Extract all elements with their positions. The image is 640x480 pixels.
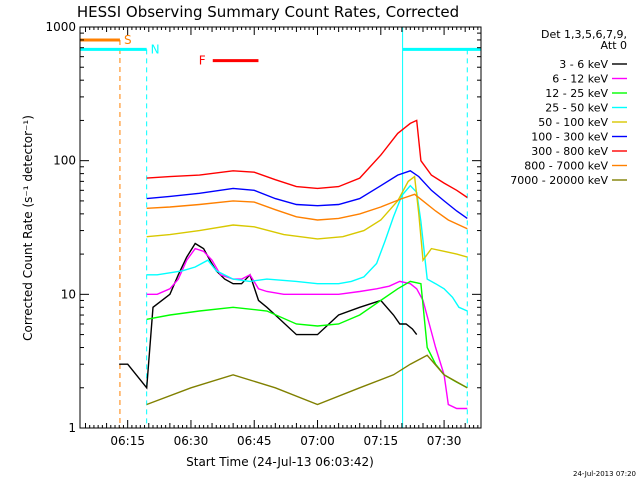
plot-clip-group: S N F — [80, 27, 481, 428]
legend-label: 100 - 300 keV — [531, 131, 608, 144]
y-tick-label: 100 — [53, 154, 76, 168]
chart-title: HESSI Observing Summary Count Rates, Cor… — [77, 3, 459, 21]
legend-label: 3 - 6 keV — [559, 58, 608, 71]
series-line — [146, 184, 468, 312]
y-tick-label: 1000 — [45, 20, 76, 34]
y-tick-label: 10 — [61, 287, 76, 301]
series-line — [146, 175, 468, 263]
annotation-label: S — [124, 33, 132, 47]
series-line — [146, 119, 468, 199]
legend: Det 1,3,5,6,7,9,Att 0 3 - 6 keV 6 - 12 keV… — [510, 28, 627, 187]
x-tick-label: 07:30 — [427, 434, 462, 448]
annotation-label: F — [199, 54, 206, 68]
x-axis-ticks: 06:15 06:30 06:45 07:00 07:15 07:30 — [84, 27, 479, 448]
legend-label: 12 - 25 keV — [545, 87, 608, 100]
legend-label: 6 - 12 keV — [552, 73, 608, 86]
annotations-layer: S N F — [80, 33, 481, 68]
legend-label: 25 - 50 keV — [545, 102, 608, 115]
plot-frame — [79, 26, 482, 429]
legend-label: 800 - 7000 keV — [524, 160, 608, 173]
series-line — [146, 247, 468, 410]
series-line — [146, 354, 468, 406]
series-line — [146, 193, 468, 230]
series-layer — [119, 119, 468, 410]
legend-label: 50 - 100 keV — [538, 116, 608, 129]
legend-header: Det 1,3,5,6,7,9, — [541, 28, 627, 41]
vertical-markers — [119, 27, 468, 428]
y-tick-label: 1 — [68, 421, 76, 435]
footer-timestamp: 24-Jul-2013 07:20 — [573, 470, 636, 478]
annotation-label: N — [151, 42, 160, 56]
legend-header: Att 0 — [601, 39, 627, 52]
x-tick-label: 06:15 — [110, 434, 145, 448]
series-line — [146, 170, 468, 219]
x-tick-label: 07:00 — [300, 434, 335, 448]
y-axis-label: Corrected Count Rate (s⁻¹ detector⁻¹) — [21, 115, 35, 341]
legend-label: 7000 - 20000 keV — [510, 174, 608, 187]
y-axis-ticks: 1 10 100 1000 — [45, 20, 481, 435]
x-tick-label: 06:30 — [174, 434, 209, 448]
x-tick-label: 07:15 — [364, 434, 399, 448]
x-tick-label: 06:45 — [237, 434, 272, 448]
x-axis-label: Start Time (24-Jul-13 06:03:42) — [186, 455, 374, 469]
legend-label: 300 - 800 keV — [531, 145, 608, 158]
